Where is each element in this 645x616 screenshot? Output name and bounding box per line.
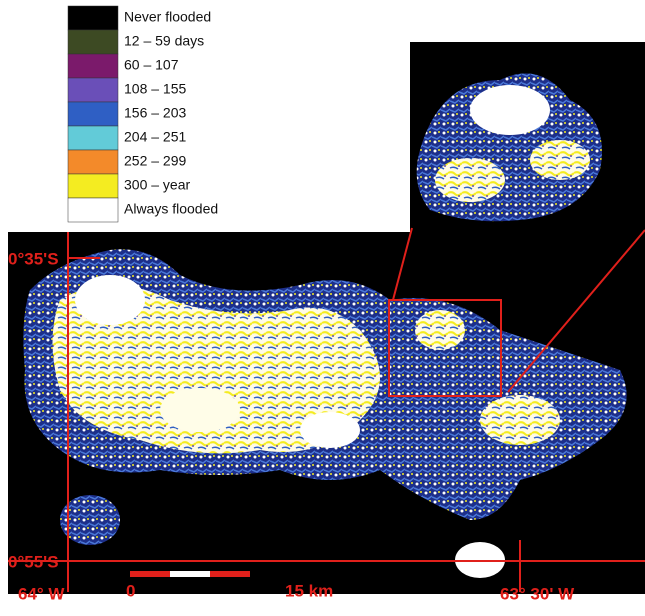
legend-label: 252 – 299 bbox=[124, 153, 186, 169]
legend: Never flooded 12 – 59 days 60 – 107 108 – 1… bbox=[68, 6, 218, 222]
legend-swatch bbox=[68, 102, 118, 126]
legend-swatch bbox=[68, 6, 118, 30]
legend-swatch bbox=[68, 150, 118, 174]
legend-swatch bbox=[68, 198, 118, 222]
legend-swatch bbox=[68, 30, 118, 54]
legend-label: 60 – 107 bbox=[124, 57, 179, 73]
legend-label: 156 – 203 bbox=[124, 105, 186, 121]
legend-label: 108 – 155 bbox=[124, 81, 186, 97]
latitude-label: 0°35'S bbox=[8, 249, 59, 268]
legend-label: Always flooded bbox=[124, 201, 218, 217]
longitude-label: 64° W bbox=[18, 584, 65, 603]
scale-label: 0 bbox=[126, 581, 135, 600]
legend-swatch bbox=[68, 78, 118, 102]
legend-label: 300 – year bbox=[124, 177, 190, 193]
legend-swatch bbox=[68, 174, 118, 198]
scale-label: 15 km bbox=[285, 581, 333, 600]
legend-swatch bbox=[68, 54, 118, 78]
legend-label: 12 – 59 days bbox=[124, 33, 204, 49]
legend-swatch bbox=[68, 126, 118, 150]
flood-map-figure: 0°35'S 0°55'S 64° W 63° 30' W 0 15 km Ne… bbox=[0, 0, 645, 611]
longitude-label: 63° 30' W bbox=[500, 584, 575, 603]
legend-label: Never flooded bbox=[124, 9, 211, 25]
latitude-label: 0°55'S bbox=[8, 552, 59, 571]
legend-label: 204 – 251 bbox=[124, 129, 186, 145]
scale-bar bbox=[130, 571, 250, 577]
